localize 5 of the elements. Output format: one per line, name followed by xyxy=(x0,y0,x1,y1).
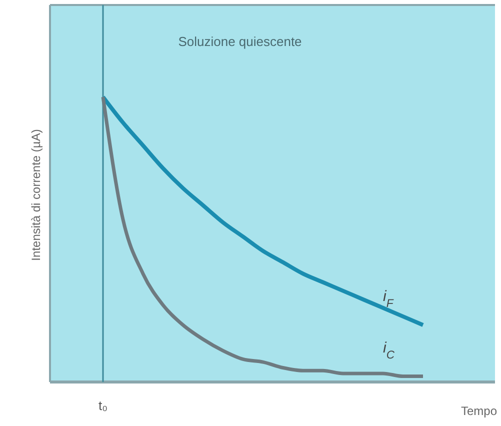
series-label: i$_{C}$ xyxy=(383,339,396,362)
series-label: i$_{F}$ xyxy=(383,288,394,310)
chart-title: Soluzione quiescente xyxy=(178,34,302,49)
x-axis-title: Tempo xyxy=(460,404,498,418)
y-axis-title: Intensità di corrente (µA) xyxy=(29,129,43,261)
